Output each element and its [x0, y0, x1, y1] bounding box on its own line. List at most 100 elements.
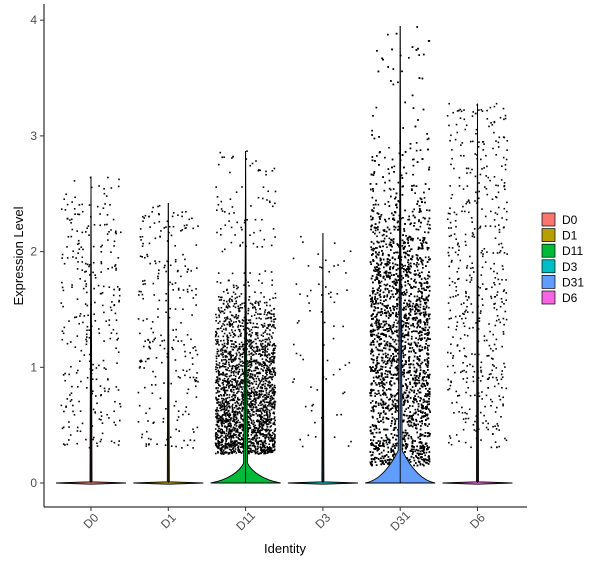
data-point: [257, 441, 259, 444]
data-point: [270, 363, 272, 365]
data-point: [264, 404, 267, 406]
data-point: [226, 300, 228, 303]
data-point: [225, 329, 227, 331]
data-point: [249, 361, 251, 363]
data-point: [231, 206, 234, 208]
data-point: [263, 434, 265, 437]
data-point: [222, 302, 225, 305]
data-point: [241, 373, 243, 375]
data-point: [246, 391, 249, 393]
data-point: [310, 386, 312, 388]
data-point: [158, 204, 161, 207]
data-point: [270, 320, 273, 323]
data-point: [100, 438, 103, 441]
data-point: [266, 367, 268, 369]
data-point: [268, 380, 271, 383]
data-point: [240, 382, 242, 384]
data-point: [254, 351, 256, 353]
data-point: [78, 248, 81, 250]
data-point: [218, 404, 220, 407]
data-point: [272, 361, 275, 364]
data-point: [254, 302, 257, 304]
data-point: [177, 214, 179, 216]
data-point: [240, 226, 242, 229]
data-point: [262, 332, 265, 334]
data-point: [228, 448, 231, 451]
data-point: [142, 319, 145, 322]
data-point: [115, 319, 118, 321]
data-point: [92, 261, 95, 264]
data-point: [247, 307, 250, 310]
data-point: [253, 380, 256, 383]
data-point: [249, 444, 252, 447]
data-point: [242, 426, 244, 429]
data-point: [258, 429, 261, 432]
data-point: [223, 393, 225, 396]
data-point: [216, 402, 218, 404]
data-point: [84, 262, 87, 265]
data-point: [235, 452, 238, 454]
data-point: [300, 235, 302, 238]
data-point: [274, 437, 276, 440]
data-point: [153, 421, 155, 424]
data-point: [152, 370, 154, 373]
data-point: [261, 348, 263, 350]
data-point: [231, 451, 233, 453]
data-point: [261, 346, 264, 349]
data-point: [260, 313, 262, 315]
data-point: [265, 364, 268, 367]
data-point: [237, 366, 239, 369]
data-point: [273, 436, 276, 438]
data-point: [271, 450, 274, 452]
data-point: [299, 438, 301, 441]
data-point: [233, 406, 236, 409]
data-point: [250, 205, 252, 207]
data-point: [114, 424, 117, 426]
data-point: [218, 354, 220, 357]
data-point: [241, 438, 243, 441]
data-point: [180, 340, 183, 342]
data-point: [227, 381, 230, 383]
data-point: [292, 381, 294, 383]
data-point: [264, 349, 266, 351]
data-point: [239, 380, 242, 383]
data-point: [146, 430, 148, 433]
data-point: [254, 445, 257, 448]
data-point: [255, 308, 257, 311]
data-point: [255, 406, 258, 409]
data-point: [265, 170, 267, 173]
data-point: [264, 394, 266, 396]
data-point: [109, 306, 112, 309]
data-point: [216, 231, 218, 234]
data-point: [427, 334, 430, 336]
data-point: [221, 330, 223, 333]
data-point: [105, 320, 107, 322]
data-point: [239, 364, 242, 367]
data-point: [222, 449, 225, 452]
data-point: [266, 426, 269, 428]
data-point: [240, 353, 243, 356]
data-point: [255, 360, 258, 363]
data-point: [238, 295, 241, 298]
data-point: [73, 414, 76, 416]
data-point: [247, 428, 250, 431]
data-point: [223, 407, 226, 409]
data-point: [242, 399, 245, 401]
data-point: [255, 391, 257, 393]
data-point: [269, 414, 271, 417]
data-point: [239, 345, 241, 348]
data-point: [255, 338, 257, 341]
data-point: [221, 374, 224, 376]
data-point: [264, 341, 267, 343]
data-point: [242, 325, 244, 328]
data-point: [247, 422, 250, 424]
data-point: [265, 369, 267, 372]
data-point: [226, 443, 229, 445]
data-point: [273, 384, 276, 387]
data-point: [266, 371, 268, 373]
data-point: [114, 231, 117, 234]
data-point: [253, 369, 255, 372]
data-point: [261, 416, 264, 418]
data-point: [265, 317, 267, 320]
data-point: [255, 160, 257, 162]
